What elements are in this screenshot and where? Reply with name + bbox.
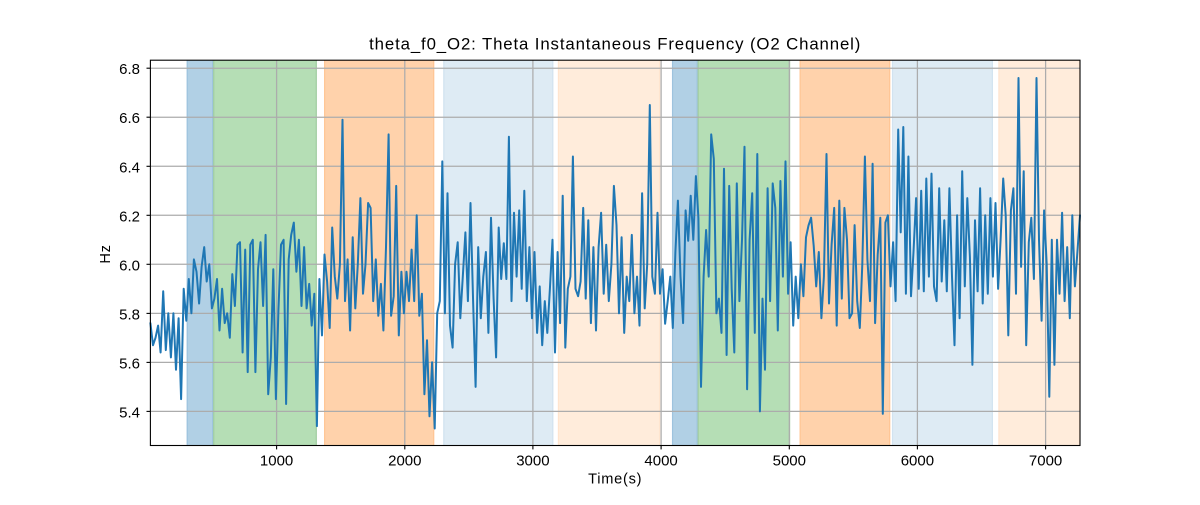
- svg-text:2000: 2000: [388, 453, 421, 470]
- svg-text:6.8: 6.8: [119, 61, 140, 78]
- svg-text:theta_f0_O2: Theta Instantaneo: theta_f0_O2: Theta Instantaneous Frequen…: [369, 35, 861, 54]
- svg-text:Time(s): Time(s): [588, 472, 642, 488]
- svg-text:6.6: 6.6: [119, 110, 140, 127]
- svg-text:5.8: 5.8: [119, 306, 140, 323]
- svg-text:1000: 1000: [260, 453, 293, 470]
- svg-text:3000: 3000: [516, 453, 549, 470]
- svg-text:5.4: 5.4: [119, 404, 140, 421]
- svg-text:6.2: 6.2: [119, 208, 140, 225]
- svg-text:6.4: 6.4: [119, 159, 140, 176]
- svg-text:6000: 6000: [901, 453, 934, 470]
- svg-text:4000: 4000: [644, 453, 677, 470]
- svg-text:5.6: 5.6: [119, 355, 140, 372]
- svg-text:Hz: Hz: [98, 244, 114, 263]
- svg-text:7000: 7000: [1029, 453, 1062, 470]
- svg-text:6.0: 6.0: [119, 257, 140, 274]
- svg-text:5000: 5000: [773, 453, 806, 470]
